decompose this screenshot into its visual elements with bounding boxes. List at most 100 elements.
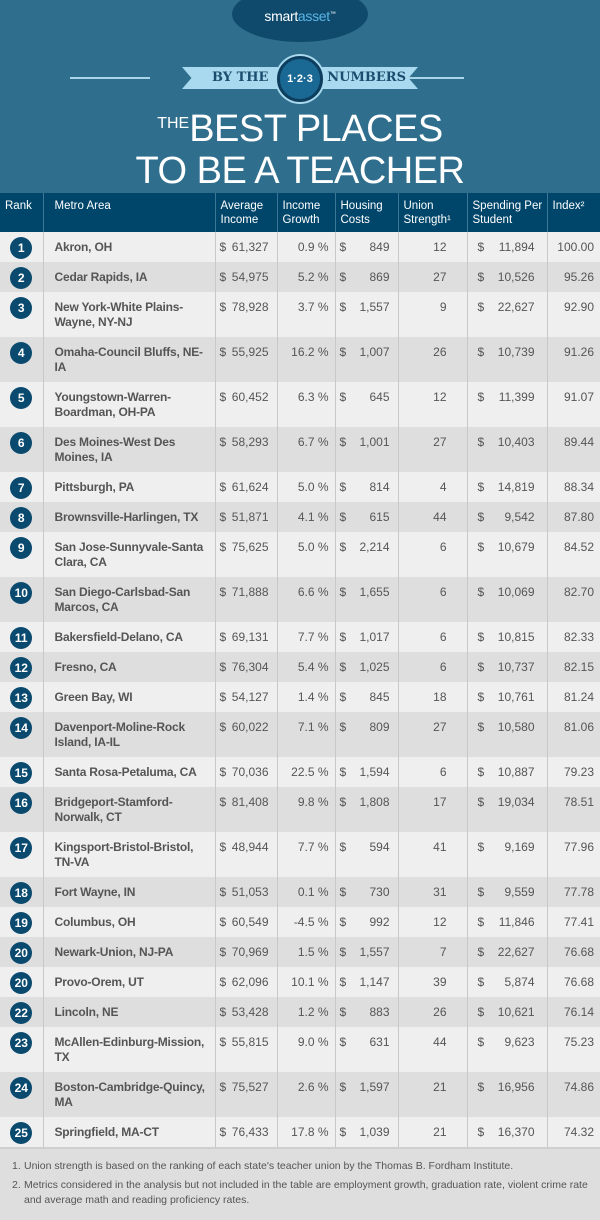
- amount: 1,557: [359, 945, 390, 959]
- cell-union-strength: 12: [398, 232, 468, 262]
- cell-average-income: $48,944: [215, 832, 278, 877]
- cell-income-growth: 16.2 %: [277, 337, 336, 382]
- table-row: 13 Green Bay, WI $54,127 1.4 % $845 18 $10,761…: [0, 682, 600, 712]
- cell-metro-area: Green Bay, WI: [43, 682, 216, 712]
- cell-metro-area: Columbus, OH: [43, 907, 216, 937]
- cell-housing-costs: $883: [335, 997, 399, 1027]
- rank-badge: 10: [10, 582, 33, 604]
- currency-symbol: $: [339, 510, 347, 524]
- amount: 11,399: [498, 390, 535, 404]
- currency-symbol: $: [477, 840, 485, 854]
- cell-union-strength: 21: [398, 1072, 468, 1117]
- header-housing-costs: Housing Costs: [335, 193, 399, 232]
- currency-symbol: $: [219, 840, 227, 854]
- cell-income-growth: 6.6 %: [277, 577, 336, 622]
- cell-housing-costs: $1,147: [335, 967, 399, 997]
- cell-metro-area: New York-White Plains-Wayne, NY-NJ: [43, 292, 216, 337]
- cell-metro-area: Akron, OH: [43, 232, 216, 262]
- cell-income-growth: 4.1 %: [277, 502, 336, 532]
- cell-average-income: $81,408: [215, 787, 278, 832]
- cell-index: 88.34: [547, 472, 600, 502]
- amount: 14,819: [497, 480, 535, 494]
- cell-average-income: $58,293: [215, 427, 278, 472]
- currency-symbol: $: [477, 510, 485, 524]
- cell-metro-area: Fresno, CA: [43, 652, 216, 682]
- cell-index: 82.70: [547, 577, 600, 622]
- cell-rank: 5: [0, 382, 44, 427]
- rank-badge: 8: [10, 507, 33, 529]
- amount: 55,815: [231, 1035, 269, 1049]
- cell-average-income: $55,925: [215, 337, 278, 382]
- amount: 19,034: [497, 795, 535, 809]
- amount: 70,036: [231, 765, 269, 779]
- cell-housing-costs: $1,557: [335, 292, 399, 337]
- amount: 61,624: [231, 480, 269, 494]
- cell-housing-costs: $809: [335, 712, 399, 757]
- rank-badge: 15: [10, 762, 33, 784]
- cell-housing-costs: $814: [335, 472, 399, 502]
- table-row: 14 Davenport-Moline-Rock Island, IA-IL $60…: [0, 712, 600, 757]
- amount: 869: [369, 270, 390, 284]
- cell-housing-costs: $1,808: [335, 787, 399, 832]
- cell-rank: 19: [0, 907, 44, 937]
- currency-symbol: $: [477, 240, 485, 254]
- rank-badge: 6: [10, 432, 33, 454]
- table-row: 20 Provo-Orem, UT $62,096 10.1 % $1,147 39 $5,…: [0, 967, 600, 997]
- amount: 1,655: [359, 585, 390, 599]
- currency-symbol: $: [339, 585, 347, 599]
- cell-spending-per-student: $10,580: [467, 712, 548, 757]
- amount: 60,549: [231, 915, 269, 929]
- currency-symbol: $: [219, 975, 227, 989]
- footnote-number: 2.: [12, 1179, 21, 1191]
- cell-housing-costs: $1,594: [335, 757, 399, 787]
- cell-average-income: $70,969: [215, 937, 278, 967]
- amount: 10,580: [497, 720, 535, 734]
- cell-housing-costs: $869: [335, 262, 399, 292]
- amount: 9,623: [504, 1035, 535, 1049]
- table-row: 7 Pittsburgh, PA $61,624 5.0 % $814 4 $14,819 8…: [0, 472, 600, 502]
- logo-text-smart: smart: [264, 8, 298, 24]
- cell-index: 77.41: [547, 907, 600, 937]
- cell-income-growth: 0.1 %: [277, 877, 336, 907]
- currency-symbol: $: [339, 840, 347, 854]
- amount: 55,925: [231, 345, 269, 359]
- table-row: 19 Columbus, OH $60,549 -4.5 % $992 12 $11,846…: [0, 907, 600, 937]
- rank-badge: 7: [10, 477, 33, 499]
- rank-badge: 2: [10, 267, 33, 289]
- amount: 1,147: [359, 975, 390, 989]
- cell-index: 81.24: [547, 682, 600, 712]
- amount: 60,022: [231, 720, 269, 734]
- rank-badge: 17: [10, 837, 33, 859]
- amount: 81,408: [231, 795, 269, 809]
- cell-income-growth: 0.9 %: [277, 232, 336, 262]
- table-header-row: Rank Metro Area Average Income Income Gr…: [0, 193, 600, 232]
- cell-metro-area: Boston-Cambridge-Quincy, MA: [43, 1072, 216, 1117]
- currency-symbol: $: [477, 585, 485, 599]
- amount: 1,597: [359, 1080, 390, 1094]
- cell-index: 87.80: [547, 502, 600, 532]
- cell-index: 95.26: [547, 262, 600, 292]
- currency-symbol: $: [339, 1080, 347, 1094]
- currency-symbol: $: [339, 540, 347, 554]
- amount: 48,944: [231, 840, 269, 854]
- currency-symbol: $: [339, 690, 347, 704]
- currency-symbol: $: [477, 480, 485, 494]
- table-row: 20 Newark-Union, NJ-PA $70,969 1.5 % $1,557 7…: [0, 937, 600, 967]
- currency-symbol: $: [219, 1035, 227, 1049]
- cell-rank: 25: [0, 1117, 44, 1147]
- table-row: 9 San Jose-Sunnyvale-Santa Clara, CA $75,6…: [0, 532, 600, 577]
- amount: 9,559: [504, 885, 535, 899]
- cell-metro-area: Youngstown-Warren-Boardman, OH-PA: [43, 382, 216, 427]
- cell-metro-area: Provo-Orem, UT: [43, 967, 216, 997]
- cell-average-income: $54,127: [215, 682, 278, 712]
- table-row: 24 Boston-Cambridge-Quincy, MA $75,527 2.6 …: [0, 1072, 600, 1117]
- cell-housing-costs: $615: [335, 502, 399, 532]
- amount: 51,871: [231, 510, 269, 524]
- amount: 1,039: [359, 1125, 390, 1139]
- cell-index: 82.15: [547, 652, 600, 682]
- cell-union-strength: 9: [398, 292, 468, 337]
- currency-symbol: $: [339, 390, 347, 404]
- amount: 2,214: [359, 540, 390, 554]
- amount: 54,127: [231, 690, 269, 704]
- cell-rank: 14: [0, 712, 44, 757]
